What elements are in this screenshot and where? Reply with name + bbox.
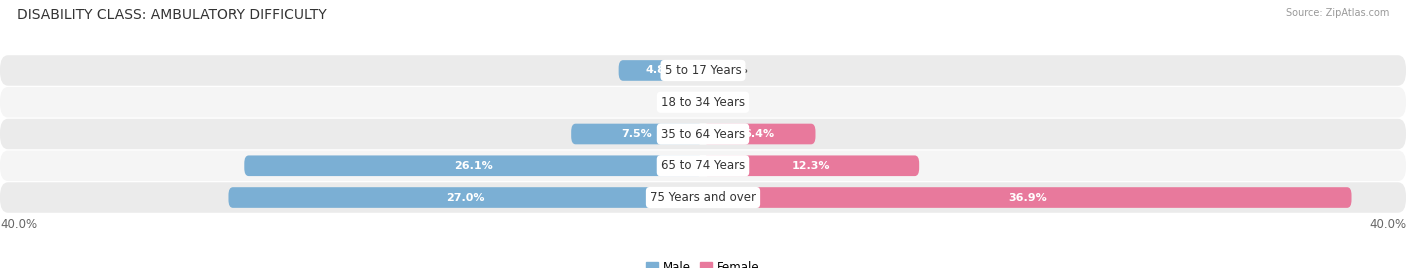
Text: 26.1%: 26.1% (454, 161, 494, 171)
Text: DISABILITY CLASS: AMBULATORY DIFFICULTY: DISABILITY CLASS: AMBULATORY DIFFICULTY (17, 8, 326, 22)
Text: 5 to 17 Years: 5 to 17 Years (665, 64, 741, 77)
Text: 7.5%: 7.5% (621, 129, 652, 139)
FancyBboxPatch shape (703, 187, 1351, 208)
Text: 18 to 34 Years: 18 to 34 Years (661, 96, 745, 109)
FancyBboxPatch shape (703, 124, 815, 144)
Text: 36.9%: 36.9% (1008, 192, 1046, 203)
Legend: Male, Female: Male, Female (641, 256, 765, 268)
FancyBboxPatch shape (0, 182, 1406, 213)
Text: 35 to 64 Years: 35 to 64 Years (661, 128, 745, 140)
Text: Source: ZipAtlas.com: Source: ZipAtlas.com (1285, 8, 1389, 18)
FancyBboxPatch shape (0, 151, 1406, 181)
Text: 65 to 74 Years: 65 to 74 Years (661, 159, 745, 172)
Text: 0.0%: 0.0% (658, 97, 689, 107)
Text: 6.4%: 6.4% (744, 129, 775, 139)
Text: 12.3%: 12.3% (792, 161, 831, 171)
FancyBboxPatch shape (229, 187, 703, 208)
FancyBboxPatch shape (0, 119, 1406, 149)
FancyBboxPatch shape (245, 155, 703, 176)
Text: 4.8%: 4.8% (645, 65, 676, 76)
FancyBboxPatch shape (0, 55, 1406, 86)
Text: 40.0%: 40.0% (1369, 218, 1406, 231)
Text: 0.0%: 0.0% (717, 97, 748, 107)
Text: 40.0%: 40.0% (0, 218, 37, 231)
FancyBboxPatch shape (571, 124, 703, 144)
FancyBboxPatch shape (0, 87, 1406, 117)
Text: 75 Years and over: 75 Years and over (650, 191, 756, 204)
Text: 0.0%: 0.0% (717, 65, 748, 76)
FancyBboxPatch shape (703, 155, 920, 176)
Text: 27.0%: 27.0% (447, 192, 485, 203)
FancyBboxPatch shape (619, 60, 703, 81)
